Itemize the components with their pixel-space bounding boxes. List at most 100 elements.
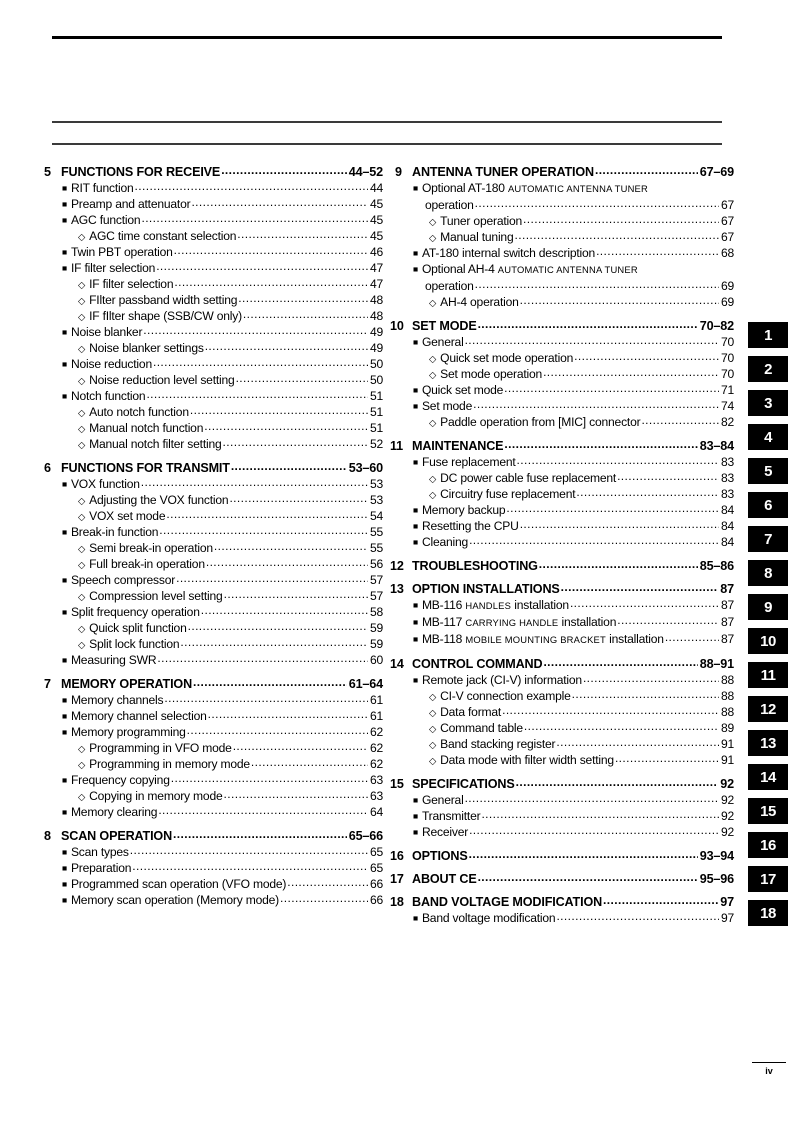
toc-entry[interactable]: ◇ Split lock function....................…: [44, 635, 383, 652]
index-tab-7[interactable]: 7: [748, 526, 788, 552]
toc-entry[interactable]: ◇ Band stacking register.................…: [395, 735, 734, 752]
index-tab-15[interactable]: 15: [748, 798, 788, 824]
toc-entry[interactable]: ◇ Copying in memory mode.................…: [44, 787, 383, 804]
toc-entry[interactable]: ■ Scan types.............................…: [44, 843, 383, 860]
toc-entry[interactable]: ■ Optional AT-180 AUTOMATIC ANTENNA TUNER: [395, 180, 734, 197]
toc-chapter-heading[interactable]: 16 OPTIONS...............................…: [390, 847, 734, 863]
toc-chapter-heading[interactable]: 18 BAND VOLTAGE MODIFICATION.............…: [390, 893, 734, 909]
toc-entry[interactable]: ■ MB-118 MOBILE MOUNTING BRACKET installa…: [395, 630, 734, 648]
toc-entry[interactable]: ■ Resetting the CPU......................…: [395, 517, 734, 534]
index-tab-2[interactable]: 2: [748, 356, 788, 382]
index-tab-3[interactable]: 3: [748, 390, 788, 416]
toc-entry[interactable]: ◇ Adjusting the VOX function.............…: [44, 491, 383, 508]
toc-entry[interactable]: ◇ CI-V connection example................…: [395, 687, 734, 704]
index-tab-17[interactable]: 17: [748, 866, 788, 892]
toc-entry[interactable]: ■ Noise reduction........................…: [44, 355, 383, 372]
toc-entry[interactable]: ◇ AGC time constant selection............…: [44, 227, 383, 244]
toc-chapter-heading[interactable]: 8 SCAN OPERATION.........................…: [44, 827, 383, 843]
toc-entry[interactable]: ■ Noise blanker..........................…: [44, 323, 383, 340]
toc-entry[interactable]: ◇ VOX set mode...........................…: [44, 507, 383, 524]
toc-chapter-heading[interactable]: 14 CONTROL COMMAND.......................…: [390, 655, 734, 671]
toc-entry[interactable]: ◇ Manual notch function..................…: [44, 419, 383, 436]
toc-entry[interactable]: ■ Memory channel selection...............…: [44, 707, 383, 724]
toc-entry[interactable]: ◇ Noise reduction level setting..........…: [44, 371, 383, 388]
toc-entry[interactable]: ■ Memory programming.....................…: [44, 723, 383, 740]
toc-entry[interactable]: ◇ Programming in VFO mode................…: [44, 739, 383, 756]
toc-entry[interactable]: ■ Band voltage modification..............…: [395, 909, 734, 926]
toc-entry[interactable]: ■ AGC function...........................…: [44, 211, 383, 228]
toc-entry[interactable]: ◇ Manual tuning..........................…: [395, 228, 734, 245]
toc-chapter-heading[interactable]: 10 SET MODE..............................…: [390, 317, 734, 333]
toc-entry[interactable]: ◇ Programming in memory mode.............…: [44, 755, 383, 772]
toc-entry[interactable]: ◇ Auto notch function....................…: [44, 403, 383, 420]
toc-entry[interactable]: ◇ Set mode operation.....................…: [395, 365, 734, 382]
toc-entry[interactable]: ■ Preparation............................…: [44, 859, 383, 876]
toc-entry[interactable]: ■ Twin PBT operation.....................…: [44, 243, 383, 260]
toc-chapter-heading[interactable]: 5 FUNCTIONS FOR RECEIVE..................…: [44, 163, 383, 179]
index-tab-6[interactable]: 6: [748, 492, 788, 518]
toc-entry[interactable]: ◇ AH-4 operation.........................…: [395, 293, 734, 310]
toc-chapter-heading[interactable]: 13 OPTION INSTALLATIONS..................…: [390, 580, 734, 596]
toc-entry[interactable]: ■ General................................…: [395, 333, 734, 350]
toc-entry[interactable]: ■ Frequency copying......................…: [44, 771, 383, 788]
toc-entry[interactable]: ◇ Data mode with filter width setting....…: [395, 751, 734, 768]
toc-entry[interactable]: operation...............................…: [395, 277, 734, 294]
index-tab-10[interactable]: 10: [748, 628, 788, 654]
toc-chapter-heading[interactable]: 9 ANTENNA TUNER OPERATION................…: [395, 163, 734, 179]
toc-chapter-heading[interactable]: 6 FUNCTIONS FOR TRANSMIT.................…: [44, 459, 383, 475]
toc-chapter-heading[interactable]: 11 MAINTENANCE...........................…: [390, 437, 734, 453]
toc-entry[interactable]: ■ Cleaning...............................…: [395, 533, 734, 550]
toc-entry[interactable]: ■ Transmitter............................…: [395, 807, 734, 824]
index-tab-11[interactable]: 11: [748, 662, 788, 688]
toc-chapter-heading[interactable]: 17 ABOUT CE..............................…: [390, 870, 734, 886]
toc-entry[interactable]: ■ Remote jack (CI-V) information.........…: [395, 671, 734, 688]
index-tab-4[interactable]: 4: [748, 424, 788, 450]
toc-chapter-heading[interactable]: 7 MEMORY OPERATION.......................…: [44, 675, 383, 691]
index-tab-9[interactable]: 9: [748, 594, 788, 620]
toc-entry[interactable]: ■ Receiver...............................…: [395, 823, 734, 840]
toc-chapter-heading[interactable]: 15 SPECIFICATIONS........................…: [390, 775, 734, 791]
index-tab-5[interactable]: 5: [748, 458, 788, 484]
toc-entry[interactable]: ◇ Full break-in operation................…: [44, 555, 383, 572]
toc-entry[interactable]: ■ Measuring SWR..........................…: [44, 651, 383, 668]
toc-entry[interactable]: ◇ FIlter passband width setting..........…: [44, 291, 383, 308]
toc-entry[interactable]: ◇ Quick set mode operation...............…: [395, 349, 734, 366]
toc-entry[interactable]: ■ Memory clearing........................…: [44, 803, 383, 820]
toc-entry[interactable]: ■ Fuse replacement.......................…: [395, 453, 734, 470]
index-tab-1[interactable]: 1: [748, 322, 788, 348]
toc-entry[interactable]: ■ AT-180 internal switch description.....…: [395, 244, 734, 261]
toc-entry[interactable]: ■ Set mode...............................…: [395, 397, 734, 414]
toc-entry[interactable]: ■ Break-in function......................…: [44, 523, 383, 540]
toc-entry[interactable]: ◇ DC power cable fuse replacement........…: [395, 469, 734, 486]
toc-entry[interactable]: ■ Optional AH-4 AUTOMATIC ANTENNA TUNER: [395, 261, 734, 278]
toc-entry[interactable]: ■ MB-117 CARRYING HANDLE installation....…: [395, 613, 734, 631]
toc-entry[interactable]: ■ Speech compressor......................…: [44, 571, 383, 588]
index-tab-8[interactable]: 8: [748, 560, 788, 586]
toc-entry[interactable]: ◇ Semi break-in operation................…: [44, 539, 383, 556]
toc-entry[interactable]: ◇ Command table..........................…: [395, 719, 734, 736]
toc-entry[interactable]: ◇ IF fIlter shape (SSB/CW only)..........…: [44, 307, 383, 324]
toc-entry[interactable]: ■ Memory scan operation (Memory mode)....…: [44, 891, 383, 908]
toc-entry[interactable]: ■ Memory channels........................…: [44, 691, 383, 708]
index-tab-13[interactable]: 13: [748, 730, 788, 756]
index-tab-12[interactable]: 12: [748, 696, 788, 722]
index-tab-14[interactable]: 14: [748, 764, 788, 790]
toc-entry[interactable]: ■ Notch function.........................…: [44, 387, 383, 404]
toc-entry[interactable]: ◇ Tuner operation........................…: [395, 212, 734, 229]
toc-entry[interactable]: ■ RIT function...........................…: [44, 179, 383, 196]
index-tab-16[interactable]: 16: [748, 832, 788, 858]
toc-entry[interactable]: ■ IF filter selection....................…: [44, 259, 383, 276]
toc-entry[interactable]: ■ VOX function...........................…: [44, 475, 383, 492]
toc-entry[interactable]: ◇ IF filter selection....................…: [44, 275, 383, 292]
toc-entry[interactable]: ■ Quick set mode.........................…: [395, 381, 734, 398]
toc-entry[interactable]: operation...............................…: [395, 196, 734, 213]
toc-entry[interactable]: ◇ Compression level setting..............…: [44, 587, 383, 604]
toc-chapter-heading[interactable]: 12 TROUBLESHOOTING.......................…: [390, 557, 734, 573]
toc-entry[interactable]: ◇ Quick split function...................…: [44, 619, 383, 636]
toc-entry[interactable]: ■ MB-116 HANDLES installation............…: [395, 596, 734, 614]
toc-entry[interactable]: ■ Memory backup..........................…: [395, 501, 734, 518]
toc-entry[interactable]: ◇ Manual notch filter setting............…: [44, 435, 383, 452]
toc-entry[interactable]: ■ General................................…: [395, 791, 734, 808]
toc-entry[interactable]: ◇ Circuitry fuse replacement.............…: [395, 485, 734, 502]
toc-entry[interactable]: ■ Split frequency operation..............…: [44, 603, 383, 620]
